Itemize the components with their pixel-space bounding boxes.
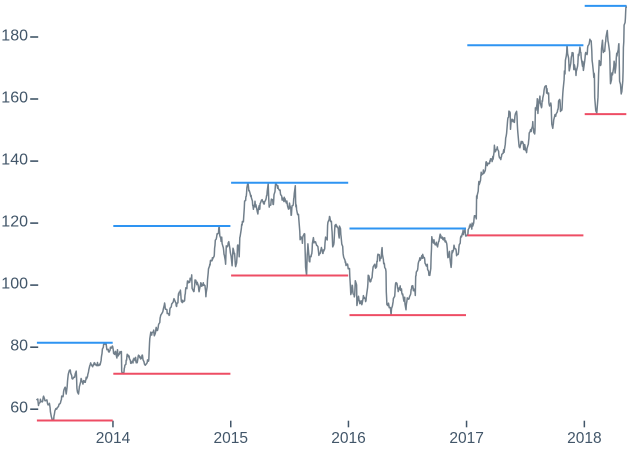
svg-text:2015: 2015 <box>214 430 248 447</box>
svg-text:180: 180 <box>1 28 28 45</box>
svg-text:2014: 2014 <box>96 430 131 447</box>
svg-text:2018: 2018 <box>567 430 601 447</box>
svg-text:2016: 2016 <box>331 430 365 447</box>
svg-text:60: 60 <box>10 400 28 417</box>
svg-text:120: 120 <box>1 214 28 231</box>
svg-text:140: 140 <box>1 152 28 169</box>
svg-text:100: 100 <box>1 276 28 293</box>
svg-text:160: 160 <box>1 90 28 107</box>
svg-text:80: 80 <box>10 338 28 355</box>
svg-text:2017: 2017 <box>449 430 483 447</box>
